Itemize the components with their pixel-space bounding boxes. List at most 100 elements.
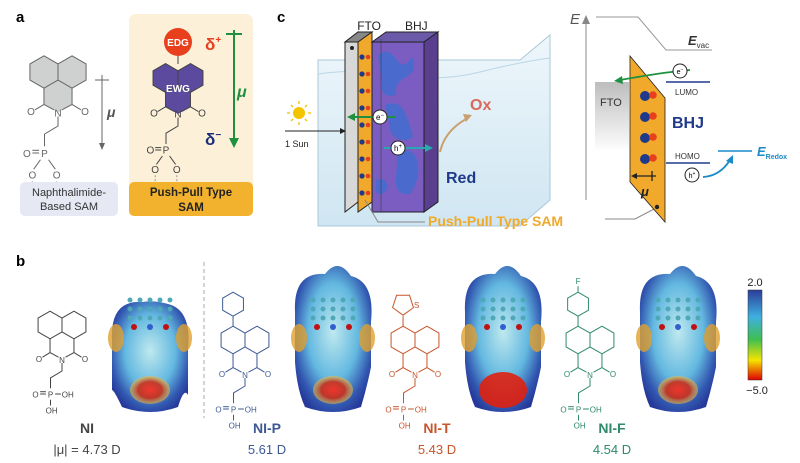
ethyl-chain — [233, 377, 246, 404]
vacuum-level — [596, 16, 712, 51]
phenyl-ring — [567, 291, 589, 317]
sam-molecule-head — [359, 88, 365, 94]
imide-bond — [65, 338, 75, 358]
delta-minus: δ− — [205, 130, 221, 149]
oxygen-atom: O — [23, 149, 31, 160]
carbonyl-bond — [73, 352, 82, 358]
energy-electron-arrowhead — [614, 76, 623, 84]
atom-sphere — [340, 297, 346, 303]
sulfur-atom: S — [414, 301, 419, 310]
carbonyl-bond — [225, 367, 234, 373]
hydroxyl: OH — [62, 390, 74, 399]
dipole-arrowhead — [99, 143, 105, 150]
oxygen-atom: O — [151, 165, 159, 176]
atom-sphere — [137, 297, 143, 303]
sam-molecule-head — [359, 54, 365, 60]
atom-sphere — [695, 297, 701, 303]
oxygen-sphere — [346, 324, 352, 330]
dipole-moment: 5.43 D — [418, 442, 456, 457]
p-o-bond — [155, 155, 163, 165]
ring-fill — [165, 85, 191, 114]
redox-arrow — [439, 117, 469, 153]
energy-mu-label: μ — [640, 184, 649, 199]
oxygen-atom: O — [150, 108, 158, 119]
atom-sphere — [675, 297, 681, 303]
oxygen-atom: O — [28, 171, 36, 182]
phenyl-ring — [222, 291, 244, 317]
sam-molecule-tail — [365, 88, 371, 94]
nitrogen-sphere — [500, 324, 506, 330]
ox-label: Ox — [470, 97, 491, 114]
atom-sphere — [167, 306, 173, 312]
sam-molecule-tail — [365, 173, 371, 179]
hydroxyl: OH — [590, 405, 602, 414]
molecule-ni-t: O O N P O OH OH S NI-T 5.43 D — [385, 265, 545, 457]
atom-sphere — [665, 297, 671, 303]
esp-negative-region — [636, 324, 652, 352]
fto-label: FTO — [357, 19, 381, 33]
molecule-row: O O N P O OH OH NI |μ| = 4.73 D O O N P O OH OH NI-P 5.61… — [32, 265, 720, 457]
sam-molecule-head — [359, 156, 365, 162]
homo-label: HOMO — [675, 152, 700, 161]
dipole-moment: |μ| = 4.73 D — [53, 442, 120, 457]
delta-plus: δ+ — [205, 35, 221, 54]
sam-molecule-head — [359, 105, 365, 111]
ring-fill — [43, 80, 73, 113]
esp-map — [636, 265, 720, 412]
benzene-ring — [61, 310, 87, 340]
energy-sam-molecule-tail — [649, 112, 657, 120]
atom-sphere — [137, 315, 143, 321]
energy-hole-label: h+ — [689, 171, 696, 180]
carbonyl-bond — [570, 367, 579, 373]
sam-molecule-head — [359, 190, 365, 196]
atom-sphere — [320, 306, 326, 312]
atom-sphere — [685, 297, 691, 303]
ethyl-chain — [50, 362, 63, 389]
sam-molecule-head — [359, 71, 365, 77]
esp-negative-region — [291, 324, 307, 352]
energy-sam-molecule-tail — [649, 154, 657, 162]
panel-c: c FTO BHJ 1 Sun e− h+ O — [277, 9, 787, 229]
esp-negative-region — [529, 324, 545, 352]
push-pull-sam-label-line2: SAM — [178, 202, 204, 214]
nitrogen-atom: N — [412, 371, 418, 380]
energy-sam-molecule-head — [640, 133, 650, 143]
sam-molecule-tail — [365, 105, 371, 111]
atom-sphere — [330, 297, 336, 303]
carbonyl-bond — [601, 367, 610, 373]
ethyl-chain — [578, 377, 591, 404]
benzene-ring — [565, 325, 591, 355]
atom-sphere — [500, 297, 506, 303]
oxygen-sphere — [131, 324, 137, 330]
bhj-label: BHJ — [405, 19, 428, 33]
atom-sphere — [695, 315, 701, 321]
energy-hole-arrowhead — [726, 155, 733, 164]
edg-circle — [164, 28, 192, 56]
nitrogen-atom: N — [59, 356, 65, 365]
esp-negative-region — [108, 324, 124, 352]
panel-label-a: a — [16, 9, 25, 26]
nitrogen-atom: N — [174, 110, 181, 121]
mu-label: μ — [106, 104, 116, 120]
ring-fill — [29, 55, 58, 89]
atom-sphere — [510, 306, 516, 312]
sun-label: 1 Sun — [285, 139, 309, 149]
atom-sphere — [320, 297, 326, 303]
electron-arrowhead — [347, 113, 355, 121]
dipole-moment: 5.61 D — [248, 442, 286, 457]
atom-sphere — [685, 315, 691, 321]
atom-sphere — [320, 315, 326, 321]
phosphorus-atom: P — [163, 146, 170, 157]
light-arrowhead — [340, 128, 346, 134]
sun-icon — [293, 107, 305, 119]
molecule-name: NI-P — [253, 420, 281, 436]
atom-sphere — [147, 297, 153, 303]
bhj-donor-domains — [376, 51, 419, 195]
energy-sam-molecule-head — [640, 112, 650, 122]
oxygen-sphere — [659, 324, 665, 330]
atom-sphere — [310, 306, 316, 312]
p-o-bond — [33, 159, 41, 170]
